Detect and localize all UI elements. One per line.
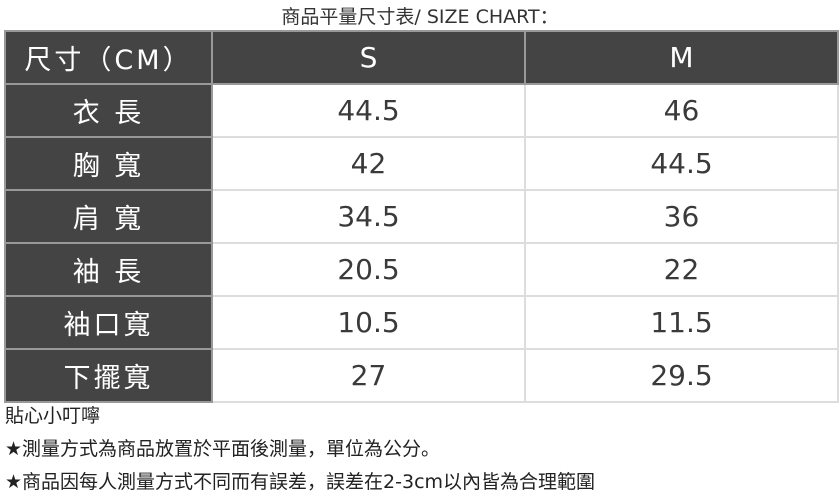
notes: 貼心小叮嚀 ★測量方式為商品放置於平面後測量，單位為公分。 ★商品因每人測量方式… <box>5 400 595 499</box>
table-header-row: 尺寸（CM） S M <box>4 30 839 85</box>
size-value: 34.5 <box>211 189 526 244</box>
table-row: 胸 寬 42 44.5 <box>4 136 839 191</box>
table-row: 下擺寬 27 29.5 <box>4 348 839 403</box>
size-value: 20.5 <box>211 242 526 297</box>
note-line: ★商品因每人測量方式不同而有誤差，誤差在2-3cm以內皆為合理範圍 <box>5 471 596 493</box>
row-label: 胸 寬 <box>4 136 213 191</box>
table-row: 袖 長 20.5 22 <box>4 242 839 297</box>
table-row: 衣 長 44.5 46 <box>4 83 839 138</box>
size-value: 42 <box>211 136 526 191</box>
table-row: 袖口寬 10.5 11.5 <box>4 295 839 350</box>
size-value: 44.5 <box>524 136 839 191</box>
note-heading: 貼心小叮嚀 <box>5 405 101 427</box>
size-value: 44.5 <box>211 83 526 138</box>
size-value: 29.5 <box>524 348 839 403</box>
size-value: 10.5 <box>211 295 526 350</box>
size-value: 22 <box>524 242 839 297</box>
row-label: 衣 長 <box>4 83 213 138</box>
header-cell: S <box>211 30 526 85</box>
size-value: 36 <box>524 189 839 244</box>
size-value: 27 <box>211 348 526 403</box>
chart-title: 商品平量尺寸表/ SIZE CHART： <box>281 6 559 28</box>
row-label: 袖 長 <box>4 242 213 297</box>
table-row: 肩 寬 34.5 36 <box>4 189 839 244</box>
note-line: ★測量方式為商品放置於平面後測量，單位為公分。 <box>5 438 441 460</box>
row-label: 肩 寬 <box>4 189 213 244</box>
row-label: 袖口寬 <box>4 295 213 350</box>
size-value: 46 <box>524 83 839 138</box>
header-cell: M <box>524 30 839 85</box>
row-label: 下擺寬 <box>4 348 213 403</box>
size-value: 11.5 <box>524 295 839 350</box>
size-table: 尺寸（CM） S M 衣 長 44.5 46 胸 寬 42 44.5 肩 寬 34.5 36 袖 … <box>4 30 839 403</box>
header-cell: 尺寸（CM） <box>4 30 213 85</box>
